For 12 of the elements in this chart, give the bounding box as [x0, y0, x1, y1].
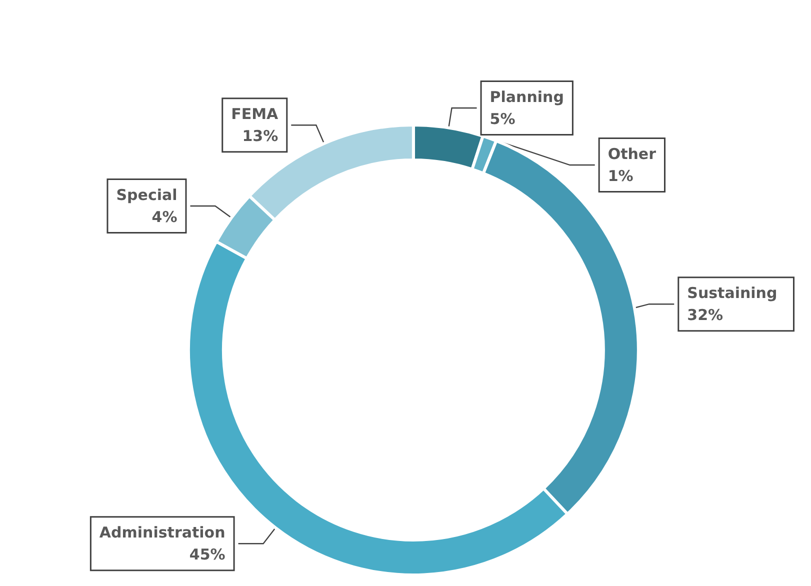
data-label: 1% — [608, 167, 634, 186]
data-label: 4% — [152, 208, 178, 226]
data-label: 45% — [189, 546, 226, 564]
slice-label: Sustaining — [687, 284, 778, 302]
slice-label: Planning — [490, 88, 564, 106]
slice-label: Administration — [99, 524, 226, 542]
data-label: 13% — [242, 127, 278, 146]
data-label: 5% — [490, 110, 516, 128]
slice-label: Other — [608, 145, 657, 164]
slice-label: Special — [116, 186, 178, 204]
slice-label: FEMA — [231, 105, 279, 124]
data-label: 32% — [687, 306, 724, 324]
